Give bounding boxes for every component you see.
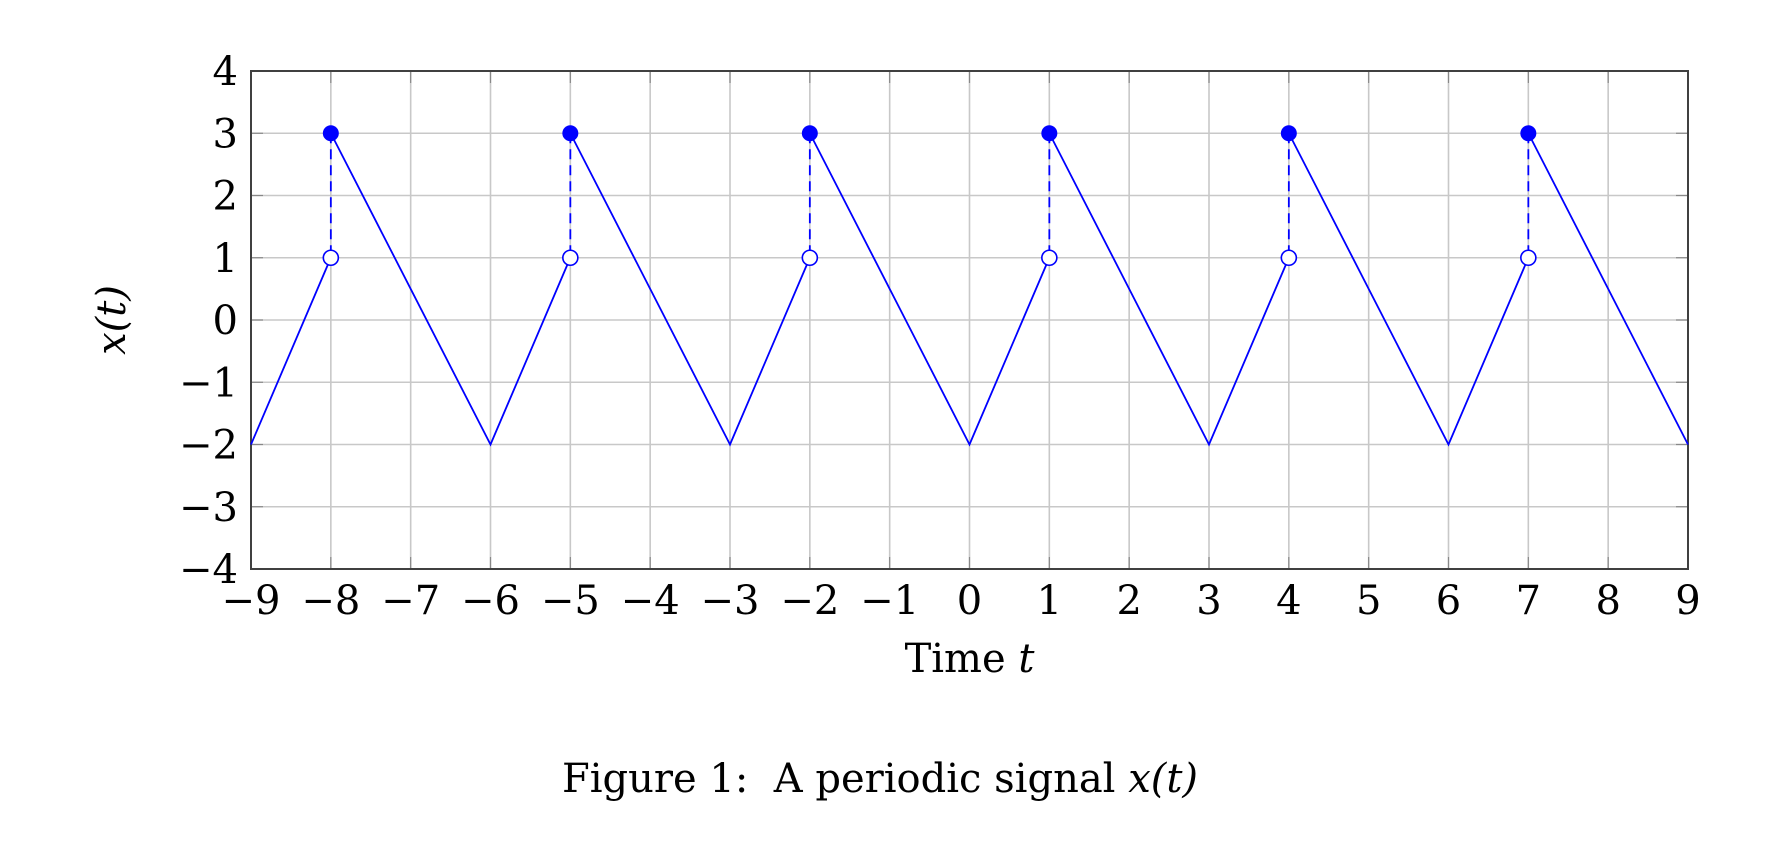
y-tick-label: 3 [213,111,238,157]
caption-text: A periodic signal [773,756,1116,802]
signal-segment [569,132,811,447]
x-tick-label: −9 [222,578,281,624]
closed-dot [1280,125,1297,142]
grid-lines [250,70,1689,570]
y-tick-label: 4 [213,49,238,95]
y-tick-label: 0 [213,298,238,344]
axes-frame [250,70,1689,570]
closed-dot [1041,125,1058,142]
y-axis-label: x(t) [89,285,135,355]
tick-labels: −9 −8 −7 −6 −5 −4 −3 −2 −1 0 1 2 3 4 5 6 7 8 9 −4 −3 −2 −1 0 1 2 3… [179,49,1701,624]
x-tick-label: −6 [461,578,520,624]
open-circle [562,249,579,267]
y-tick-label: 1 [213,236,238,282]
x-tick-label: 0 [957,578,982,624]
figure-caption: Figure 1: A periodic signal x(t) [0,756,1760,802]
signal-segment [1527,132,1689,445]
x-tick-label: 6 [1436,578,1461,624]
x-tick-label: −2 [780,578,839,624]
x-tick-label: −7 [381,578,440,624]
x-tick-label: 8 [1595,578,1620,624]
y-tick-label: −1 [179,360,238,406]
signal-series [250,132,1689,447]
x-tick-label: −5 [541,578,600,624]
closed-dot [1520,125,1537,142]
signal-segment [330,132,572,447]
signal-segment [809,132,1051,447]
y-tick-label: 2 [213,174,238,220]
closed-dot [801,125,818,142]
signal-segment [1288,132,1530,447]
closed-dot [562,125,579,142]
x-tick-label: 9 [1675,578,1700,624]
x-axis-label: Time t [905,636,1036,682]
open-circle [1520,249,1537,267]
discontinuity-markers [322,125,1537,267]
closed-dot [322,125,339,142]
y-tick-label: −2 [179,423,238,469]
y-tick-label: −3 [179,485,238,531]
caption-math: x(t) [1128,756,1199,802]
signal-segment [250,257,332,445]
x-tick-label: 4 [1276,578,1301,624]
caption-prefix: Figure 1: [561,756,749,802]
x-tick-label: 7 [1516,578,1541,624]
open-circle [322,249,340,267]
x-tick-label: 2 [1116,578,1141,624]
x-tick-label: −8 [301,578,360,624]
open-circle [801,249,819,267]
x-tick-label: 1 [1037,578,1062,624]
signal-segment [1048,132,1290,447]
x-tick-label: −3 [701,578,760,624]
open-circle [1041,249,1058,267]
y-tick-label: −4 [179,547,238,593]
x-tick-label: 3 [1196,578,1221,624]
plot-border [250,70,1689,570]
x-tick-label: −4 [621,578,680,624]
x-tick-label: −1 [860,578,919,624]
open-circle [1280,249,1298,267]
x-tick-label: 5 [1356,578,1381,624]
